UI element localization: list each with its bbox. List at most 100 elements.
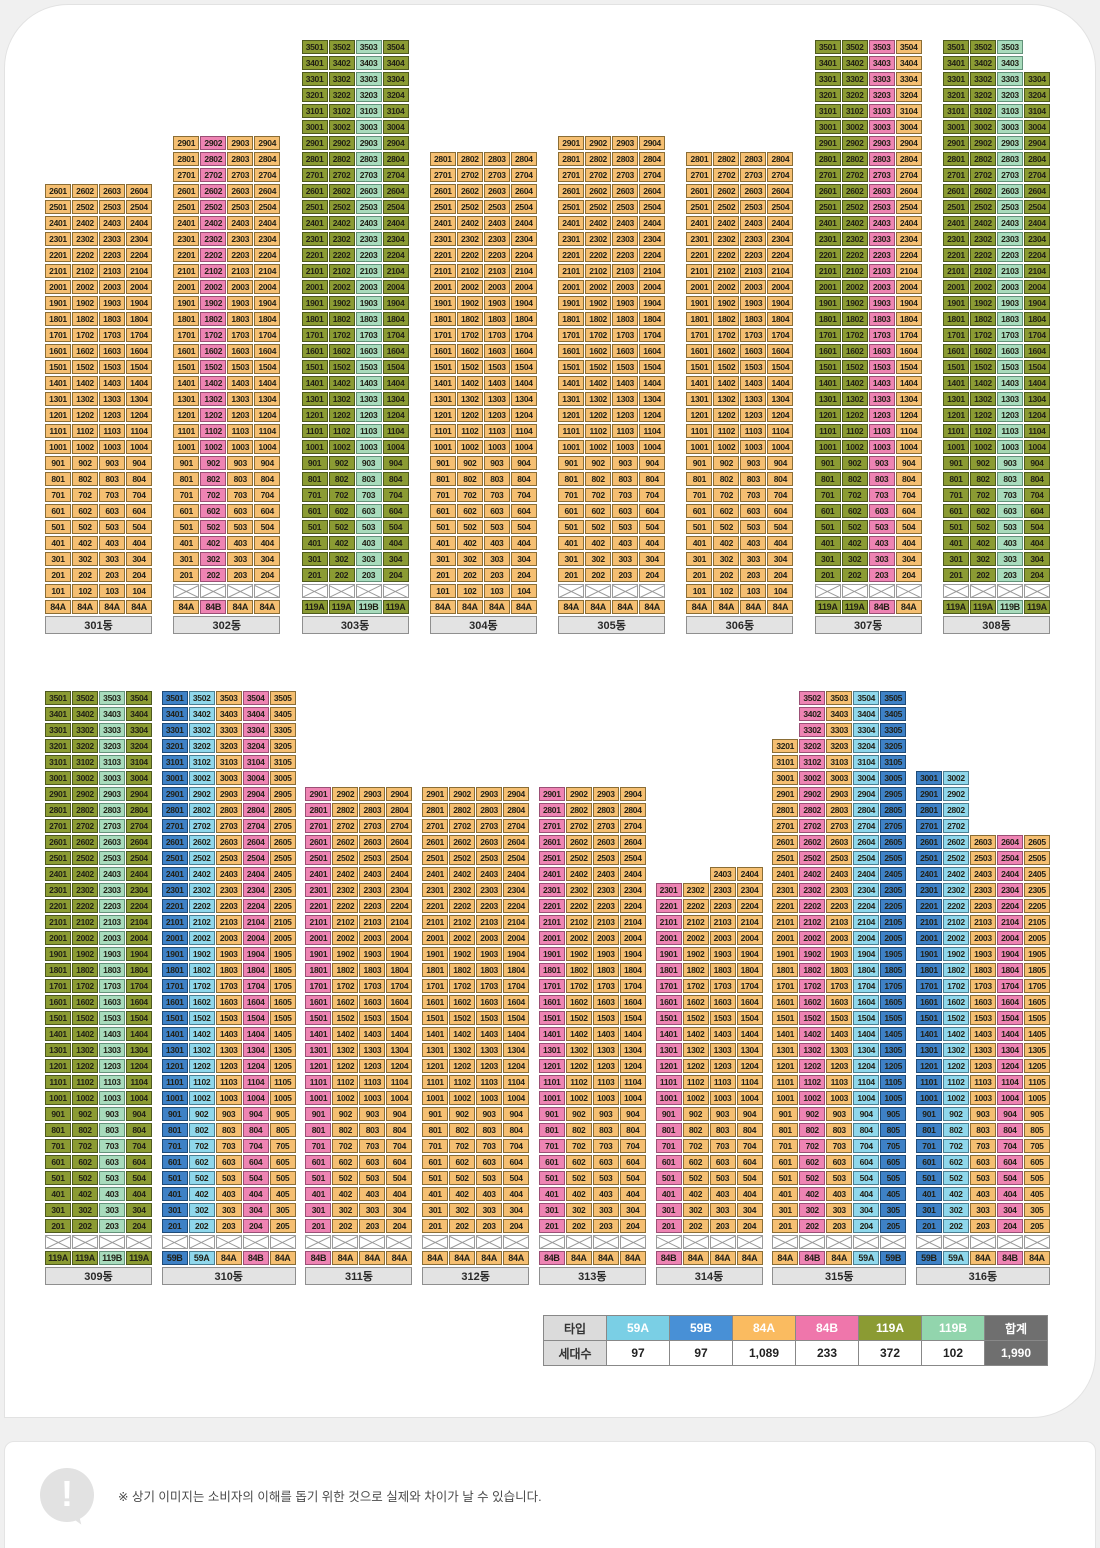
building: 3501 3502 3503 3504 3401 3402 3403 3404 3301 3302… bbox=[814, 40, 922, 634]
unit-cell: 1603 bbox=[359, 995, 386, 1009]
unit-cell: 2303 bbox=[868, 232, 895, 246]
unit-cell: 803 bbox=[969, 1123, 996, 1137]
type-row: 119A 119A 119B 119A bbox=[45, 1251, 152, 1265]
floor-row: 701 702 703 704 bbox=[45, 488, 152, 502]
unit-cell: 904 bbox=[619, 1107, 646, 1121]
floor-row: 2701 2702 bbox=[915, 819, 1050, 833]
type-cell: 119A bbox=[942, 600, 969, 614]
unit-cell: 2101 bbox=[655, 915, 682, 929]
floor-row: 401 402 403 404 405 bbox=[915, 1187, 1050, 1201]
unit-cell: 203 bbox=[592, 1219, 619, 1233]
unit-cell: 3202 bbox=[72, 739, 98, 753]
floor-row: 201 202 203 204 bbox=[45, 568, 152, 582]
unit-cell: 801 bbox=[45, 1123, 71, 1137]
unit-cell: 1404 bbox=[126, 1027, 152, 1041]
unit-cell: 1201 bbox=[429, 408, 456, 422]
unit-cell: 2705 bbox=[880, 819, 907, 833]
unit-cell: 1603 bbox=[969, 995, 996, 1009]
unit-cell: 2703 bbox=[996, 168, 1023, 182]
unit-cell: 2802 bbox=[799, 803, 826, 817]
unit-cell: 3403 bbox=[215, 707, 242, 721]
type-cell: 84A bbox=[772, 1251, 799, 1265]
unit-cell: 101 bbox=[429, 584, 456, 598]
unit-cell: 1305 bbox=[880, 1043, 907, 1057]
unit-cell: 2002 bbox=[942, 931, 969, 945]
unit-cell: 2504 bbox=[853, 851, 880, 865]
unit-cell: 1404 bbox=[254, 376, 281, 390]
unit-cell: 203 bbox=[740, 568, 767, 582]
unit-cell: 2801 bbox=[538, 803, 565, 817]
floor-row: 501 502 503 504 bbox=[429, 520, 537, 534]
unit-cell: 1403 bbox=[826, 1027, 853, 1041]
unit-cell: 1303 bbox=[709, 1043, 736, 1057]
unit-cell: 2505 bbox=[1023, 851, 1050, 865]
unit-cell: 2602 bbox=[942, 835, 969, 849]
unit-cell: 403 bbox=[215, 1187, 242, 1201]
unit-cell: 3104 bbox=[895, 104, 922, 118]
unit-cell: 1401 bbox=[915, 1027, 942, 1041]
floor-row: 601 602 603 604 bbox=[655, 1155, 763, 1169]
unit-cell: 502 bbox=[942, 1171, 969, 1185]
unit-cell: 501 bbox=[305, 1171, 332, 1185]
unit-cell: 403 bbox=[355, 536, 382, 550]
floor-row: 2501 2502 2503 2504 bbox=[305, 851, 413, 865]
unit-cell: 903 bbox=[612, 456, 639, 470]
unit-cell: 1905 bbox=[1023, 947, 1050, 961]
unit-cell: 601 bbox=[538, 1155, 565, 1169]
unit-cell: 1204 bbox=[242, 1059, 269, 1073]
unit-cell: 1804 bbox=[242, 963, 269, 977]
unit-cell: 2002 bbox=[188, 931, 215, 945]
unit-cell: 903 bbox=[355, 456, 382, 470]
unit-cell: 2202 bbox=[969, 248, 996, 262]
unit-cell: 2903 bbox=[355, 136, 382, 150]
floor-row: 1301 1302 1303 1304 bbox=[305, 1043, 413, 1057]
unit-cell: 1903 bbox=[359, 947, 386, 961]
legend-header-row: 타입 59A 59B 84A 84B 119A 119B 합계 bbox=[543, 1315, 1048, 1341]
unit-cell: 2005 bbox=[269, 931, 296, 945]
unit-cell: 1903 bbox=[740, 296, 767, 310]
unit-cell: 1804 bbox=[510, 312, 537, 326]
unit-cell: 301 bbox=[655, 1203, 682, 1217]
unit-cell: 702 bbox=[713, 488, 740, 502]
unit-cell: 1003 bbox=[612, 440, 639, 454]
unit-cell: 2002 bbox=[72, 931, 98, 945]
unit-cell: 1103 bbox=[996, 424, 1023, 438]
unit-cell: 1801 bbox=[173, 312, 200, 326]
type-cell: 119A bbox=[382, 600, 409, 614]
unit-cell: 1905 bbox=[269, 947, 296, 961]
unit-cell: 2603 bbox=[99, 835, 125, 849]
unit-cell: 2303 bbox=[215, 883, 242, 897]
unit-cell: 2104 bbox=[767, 264, 794, 278]
unit-cell: 803 bbox=[709, 1123, 736, 1137]
unit-cell: 2704 bbox=[126, 819, 152, 833]
unit-cell: 1002 bbox=[713, 440, 740, 454]
unit-cell: 903 bbox=[359, 1107, 386, 1121]
unit-cell: 901 bbox=[45, 1107, 71, 1121]
unit-cell: 2903 bbox=[476, 787, 503, 801]
type-row: 84A 84A 84A 84A bbox=[422, 1251, 530, 1265]
floor-row: 3001 3002 3003 3004 bbox=[45, 771, 152, 785]
unit-cell: 2104 bbox=[639, 264, 666, 278]
closed-cell bbox=[242, 1235, 269, 1249]
unit-cell: 2103 bbox=[99, 915, 125, 929]
unit-cell: 1402 bbox=[969, 376, 996, 390]
unit-cell: 2603 bbox=[215, 835, 242, 849]
floor-row: 1201 1202 1203 1204 bbox=[942, 408, 1050, 422]
floor-row: 901 902 903 904 bbox=[305, 1107, 413, 1121]
unit-cell: 2302 bbox=[682, 883, 709, 897]
floor-row: 2201 2202 2203 2204 bbox=[655, 899, 763, 913]
unit-cell: 401 bbox=[173, 536, 200, 550]
floor-row: 2201 2202 2203 2204 2205 bbox=[772, 899, 907, 913]
floor-row: 1601 1602 1603 1604 bbox=[305, 995, 413, 1009]
unit-cell: 2802 bbox=[188, 803, 215, 817]
unit-cell: 2203 bbox=[969, 899, 996, 913]
unit-cell: 3203 bbox=[996, 88, 1023, 102]
unit-cell: 2304 bbox=[254, 232, 281, 246]
unit-cell: 3501 bbox=[814, 40, 841, 54]
unit-cell: 905 bbox=[1023, 1107, 1050, 1121]
legend-type-cell: 59A bbox=[606, 1315, 670, 1341]
floor-row: 1701 1702 1703 1704 bbox=[422, 979, 530, 993]
closed-cell bbox=[639, 584, 666, 598]
unit-cell: 104 bbox=[767, 584, 794, 598]
unit-cell: 501 bbox=[422, 1171, 449, 1185]
